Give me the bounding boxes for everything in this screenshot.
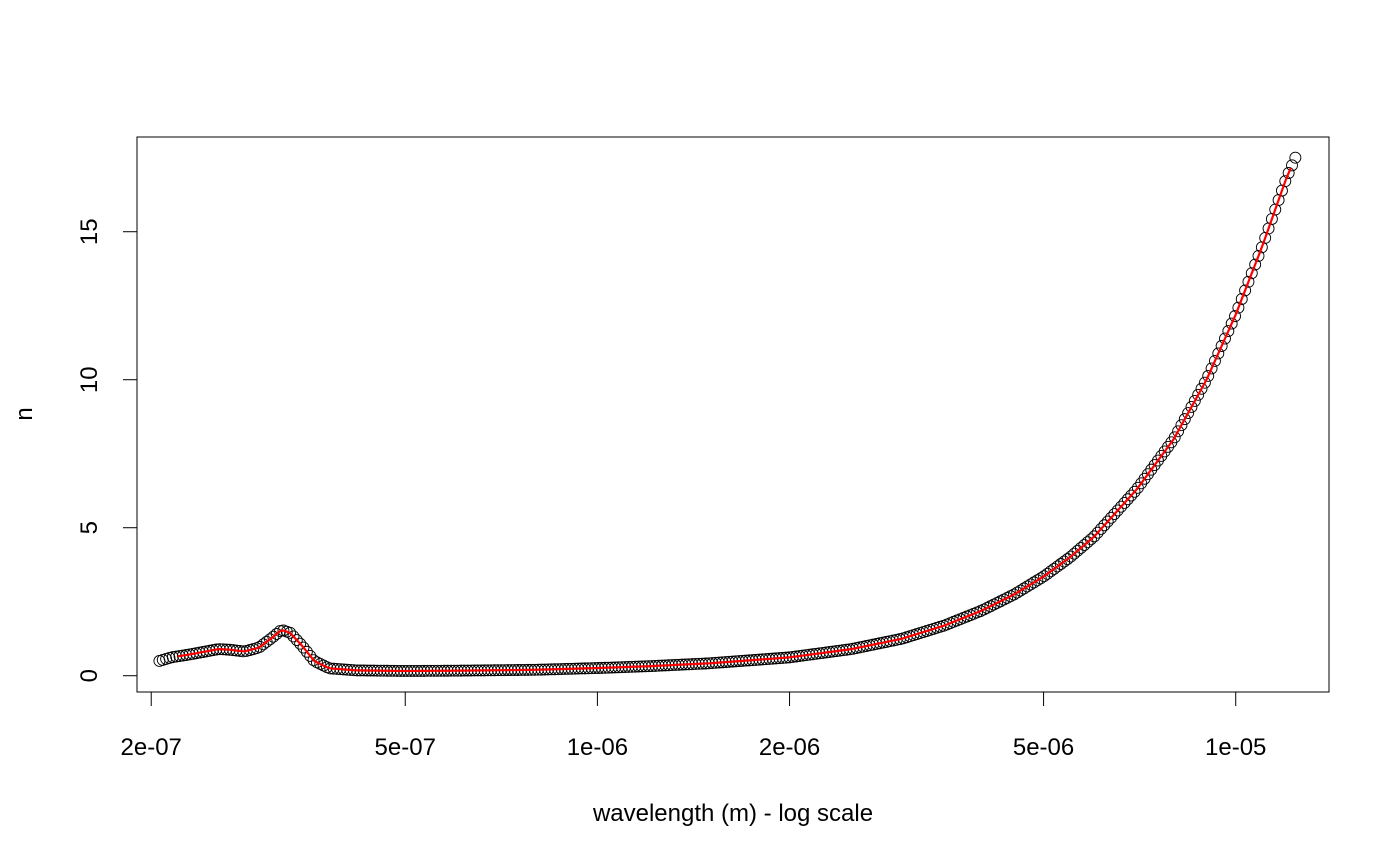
fit-line [177,167,1292,673]
x-axis: 2e-07 5e-07 1e-06 2e-06 5e-06 1e-05 [121,691,1266,761]
data-point [1158,445,1171,458]
data-point [1252,249,1265,262]
data-point [294,637,307,650]
data-point [1038,570,1050,583]
data-point [1286,159,1298,172]
data-point [1219,332,1231,345]
data-point [1098,519,1111,532]
data-point [300,645,313,658]
data-point [1235,293,1248,306]
data-point [1282,167,1295,179]
data-point [1017,582,1030,595]
data-point [1168,431,1181,444]
data-point [1034,572,1047,585]
data-point [1212,347,1225,360]
data-point [1172,425,1185,438]
data-point [1185,401,1198,413]
data-point [1031,574,1044,587]
data-point [1195,382,1208,395]
data-point [1289,151,1302,164]
data-point [1111,504,1124,517]
data-point [1205,362,1218,375]
data-point [1198,376,1211,389]
data-point [1229,310,1241,323]
data-point [1192,388,1205,401]
data-point [1084,533,1097,546]
data-point [1024,578,1037,591]
plot-frame [136,136,1330,693]
data-point [1108,508,1121,521]
data-point [1232,301,1245,314]
data-point [1101,515,1114,528]
data-point [1011,586,1024,599]
data-point [1202,369,1215,382]
data-point [1141,468,1154,481]
data-point [1178,413,1191,426]
data-point [287,630,300,643]
data-point [1088,530,1101,543]
x-tick-label: 1e-06 [567,734,628,761]
data-point [1115,500,1128,513]
data-points [153,151,1302,677]
data-point [304,650,317,662]
data-point [1162,440,1174,453]
data-point [1279,175,1292,188]
data-point [284,626,297,639]
data-point [1131,481,1144,494]
data-point [1188,394,1201,407]
data-point [1152,454,1164,467]
x-tick-label: 5e-07 [375,734,436,761]
data-point [1148,459,1161,472]
y-tick-label: 5 [76,521,103,534]
data-point [307,654,320,667]
data-point [1048,562,1061,575]
data-point [1182,407,1195,419]
data-point [1135,477,1148,490]
y-axis: 0 5 10 15 [76,218,138,682]
y-tick-label: 10 [76,366,103,393]
data-point [1091,526,1104,539]
data-point [1128,485,1141,498]
data-point [1105,511,1118,524]
data-point [1245,267,1258,280]
data-point [1095,523,1107,535]
data-point [290,634,303,647]
data-point [1118,497,1131,509]
data-point [1021,580,1034,593]
x-tick-label: 1e-05 [1205,734,1266,761]
y-tick-label: 15 [76,218,103,245]
data-point [1044,565,1057,578]
data-point [1175,419,1188,432]
data-point [1242,275,1255,288]
y-tick-label: 0 [76,669,103,682]
data-point [1007,588,1020,601]
data-point [1155,450,1168,462]
x-tick-label: 2e-06 [759,734,820,761]
data-point [1051,560,1064,573]
data-point [1249,258,1262,271]
data-point [1121,493,1134,506]
data-point [1138,472,1151,485]
data-point [1239,284,1252,297]
data-point [297,641,310,654]
x-tick-label: 2e-07 [121,734,182,761]
data-point [1225,317,1238,330]
data-point [1125,489,1138,502]
data-point [1028,576,1040,589]
data-point [1145,463,1158,476]
data-point [1041,567,1054,580]
data-point [1215,340,1228,352]
x-axis-title: wavelength (m) - log scale [592,800,873,827]
y-axis-title: n [11,407,38,420]
x-tick-label: 5e-06 [1013,734,1074,761]
data-point [1222,325,1235,338]
data-point [1014,584,1027,597]
data-point [1054,558,1067,570]
data-point [1208,354,1221,367]
